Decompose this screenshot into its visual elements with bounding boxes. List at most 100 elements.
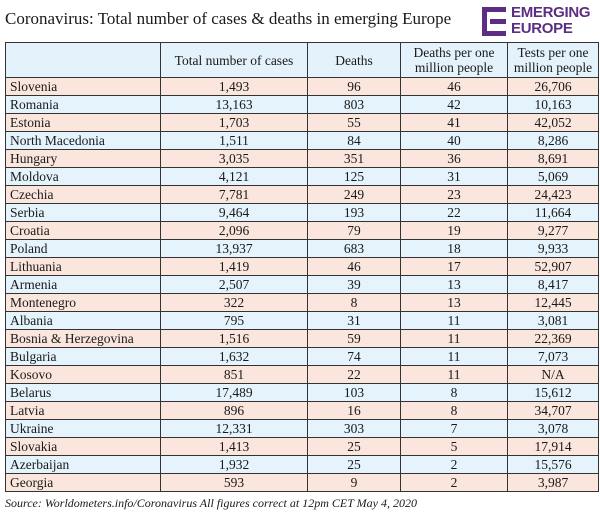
country-cell: Czechia bbox=[5, 185, 161, 204]
table-row: Kosovo 851 22 11 N/A bbox=[5, 365, 599, 384]
table-row: Poland 13,937 683 18 9,933 bbox=[5, 239, 599, 258]
value-cell: 11 bbox=[400, 329, 508, 348]
value-cell: 31 bbox=[307, 311, 401, 330]
data-table: Total number of cases Deaths Deaths per on… bbox=[5, 42, 599, 492]
value-cell: 23 bbox=[400, 185, 508, 204]
table-row: Bulgaria 1,632 74 11 7,073 bbox=[5, 347, 599, 366]
value-cell: 46 bbox=[400, 77, 508, 96]
country-cell: Azerbaijan bbox=[5, 455, 161, 474]
value-cell: 79 bbox=[307, 221, 401, 240]
country-cell: Albania bbox=[5, 311, 161, 330]
value-cell: 7,073 bbox=[507, 347, 599, 366]
value-cell: 3,987 bbox=[507, 473, 599, 492]
value-cell: 31 bbox=[400, 167, 508, 186]
value-cell: 2,096 bbox=[160, 221, 308, 240]
value-cell: 8,286 bbox=[507, 131, 599, 150]
value-cell: 593 bbox=[160, 473, 308, 492]
value-cell: 13,937 bbox=[160, 239, 308, 258]
value-cell: 8,691 bbox=[507, 149, 599, 168]
value-cell: 3,078 bbox=[507, 419, 599, 438]
value-cell: 22 bbox=[400, 203, 508, 222]
country-cell: Hungary bbox=[5, 149, 161, 168]
country-cell: Slovakia bbox=[5, 437, 161, 456]
table-row: Georgia 593 9 2 3,987 bbox=[5, 473, 599, 492]
value-cell: 42,052 bbox=[507, 113, 599, 132]
column-header bbox=[5, 42, 161, 78]
value-cell: 25 bbox=[307, 437, 401, 456]
country-cell: Romania bbox=[5, 95, 161, 114]
value-cell: 683 bbox=[307, 239, 401, 258]
table-row: Montenegro 322 8 13 12,445 bbox=[5, 293, 599, 312]
value-cell: 24,423 bbox=[507, 185, 599, 204]
value-cell: 15,576 bbox=[507, 455, 599, 474]
table-row: Ukraine 12,331 303 7 3,078 bbox=[5, 419, 599, 438]
logo-text: EMERGING EUROPE bbox=[511, 4, 591, 37]
value-cell: 52,907 bbox=[507, 257, 599, 276]
column-header: Total number of cases bbox=[160, 42, 308, 78]
value-cell: 84 bbox=[307, 131, 401, 150]
value-cell: 3,081 bbox=[507, 311, 599, 330]
value-cell: 22,369 bbox=[507, 329, 599, 348]
value-cell: 1,703 bbox=[160, 113, 308, 132]
country-cell: North Macedonia bbox=[5, 131, 161, 150]
value-cell: 17,914 bbox=[507, 437, 599, 456]
value-cell: 11,664 bbox=[507, 203, 599, 222]
value-cell: 12,331 bbox=[160, 419, 308, 438]
country-cell: Moldova bbox=[5, 167, 161, 186]
value-cell: 2 bbox=[400, 455, 508, 474]
value-cell: 1,419 bbox=[160, 257, 308, 276]
table-row: Albania 795 31 11 3,081 bbox=[5, 311, 599, 330]
value-cell: 19 bbox=[400, 221, 508, 240]
table-row: Slovenia 1,493 96 46 26,706 bbox=[5, 77, 599, 96]
value-cell: 9 bbox=[307, 473, 401, 492]
country-cell: Kosovo bbox=[5, 365, 161, 384]
table-row: Serbia 9,464 193 22 11,664 bbox=[5, 203, 599, 222]
value-cell: 125 bbox=[307, 167, 401, 186]
country-cell: Armenia bbox=[5, 275, 161, 294]
table-row: Bosnia & Herzegovina 1,516 59 11 22,369 bbox=[5, 329, 599, 348]
logo-line-2: EUROPE bbox=[511, 20, 573, 37]
table-row: Romania 13,163 803 42 10,163 bbox=[5, 95, 599, 114]
table-row: Azerbaijan 1,932 25 2 15,576 bbox=[5, 455, 599, 474]
value-cell: 351 bbox=[307, 149, 401, 168]
value-cell: 22 bbox=[307, 365, 401, 384]
country-cell: Croatia bbox=[5, 221, 161, 240]
country-cell: Poland bbox=[5, 239, 161, 258]
value-cell: 896 bbox=[160, 401, 308, 420]
value-cell: 9,277 bbox=[507, 221, 599, 240]
column-header: Deaths bbox=[307, 42, 401, 78]
logo-line-1: EMERGING bbox=[511, 4, 591, 21]
value-cell: 11 bbox=[400, 311, 508, 330]
value-cell: 103 bbox=[307, 383, 401, 402]
table-section: Total number of cases Deaths Deaths per on… bbox=[5, 42, 599, 510]
chart-title: Coronavirus: Total number of cases & dea… bbox=[5, 9, 452, 28]
value-cell: 3,035 bbox=[160, 149, 308, 168]
emerging-europe-logo: EMERGING EUROPE bbox=[482, 5, 598, 39]
value-cell: 4,121 bbox=[160, 167, 308, 186]
value-cell: 11 bbox=[400, 365, 508, 384]
value-cell: 9,933 bbox=[507, 239, 599, 258]
value-cell: 96 bbox=[307, 77, 401, 96]
value-cell: 8 bbox=[307, 293, 401, 312]
value-cell: 193 bbox=[307, 203, 401, 222]
value-cell: 17 bbox=[400, 257, 508, 276]
value-cell: 249 bbox=[307, 185, 401, 204]
value-cell: 1,516 bbox=[160, 329, 308, 348]
value-cell: 1,511 bbox=[160, 131, 308, 150]
value-cell: 55 bbox=[307, 113, 401, 132]
table-row: Croatia 2,096 79 19 9,277 bbox=[5, 221, 599, 240]
value-cell: 8 bbox=[400, 383, 508, 402]
value-cell: 13,163 bbox=[160, 95, 308, 114]
value-cell: 8,417 bbox=[507, 275, 599, 294]
country-cell: Lithuania bbox=[5, 257, 161, 276]
value-cell: 1,413 bbox=[160, 437, 308, 456]
country-cell: Bulgaria bbox=[5, 347, 161, 366]
value-cell: 41 bbox=[400, 113, 508, 132]
value-cell: 303 bbox=[307, 419, 401, 438]
value-cell: 2,507 bbox=[160, 275, 308, 294]
table-row: Czechia 7,781 249 23 24,423 bbox=[5, 185, 599, 204]
value-cell: 13 bbox=[400, 275, 508, 294]
value-cell: 34,707 bbox=[507, 401, 599, 420]
value-cell: 42 bbox=[400, 95, 508, 114]
value-cell: 1,932 bbox=[160, 455, 308, 474]
